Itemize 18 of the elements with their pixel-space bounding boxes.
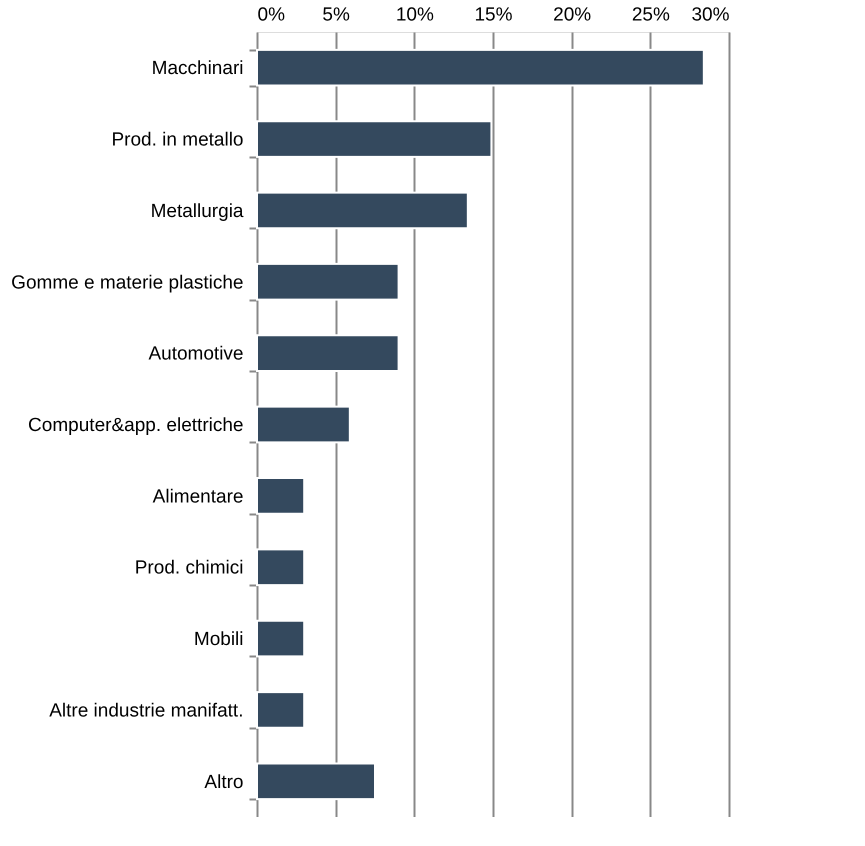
x-tick-label: 5%: [322, 4, 350, 26]
y-tick-label: Prod. in metallo: [111, 130, 244, 151]
y-tick-label: Alimentare: [152, 486, 244, 508]
y-tick-label: Prod. chimici: [134, 558, 244, 579]
y-tick-label: Automotive: [148, 344, 244, 365]
y-tick-label: Gomme e materie plastiche: [11, 272, 244, 294]
y-tick-label: Mobili: [194, 629, 244, 650]
x-tick-label: 30%: [691, 4, 730, 26]
x-tick-label: 25%: [632, 4, 670, 26]
y-tick-label: Altro: [204, 772, 244, 793]
x-tick-label: 20%: [553, 4, 592, 26]
y-tick-label: Computer&app. elettriche: [28, 415, 244, 436]
x-tick-label: 0%: [258, 4, 286, 26]
x-tick-label: 10%: [396, 4, 434, 26]
y-tick-label: Altre industrie manifatt.: [49, 700, 244, 722]
y-tick-label: Metallurgia: [150, 200, 244, 222]
y-tick-label: Macchinari: [152, 58, 244, 80]
x-tick-label: 15%: [474, 4, 513, 26]
